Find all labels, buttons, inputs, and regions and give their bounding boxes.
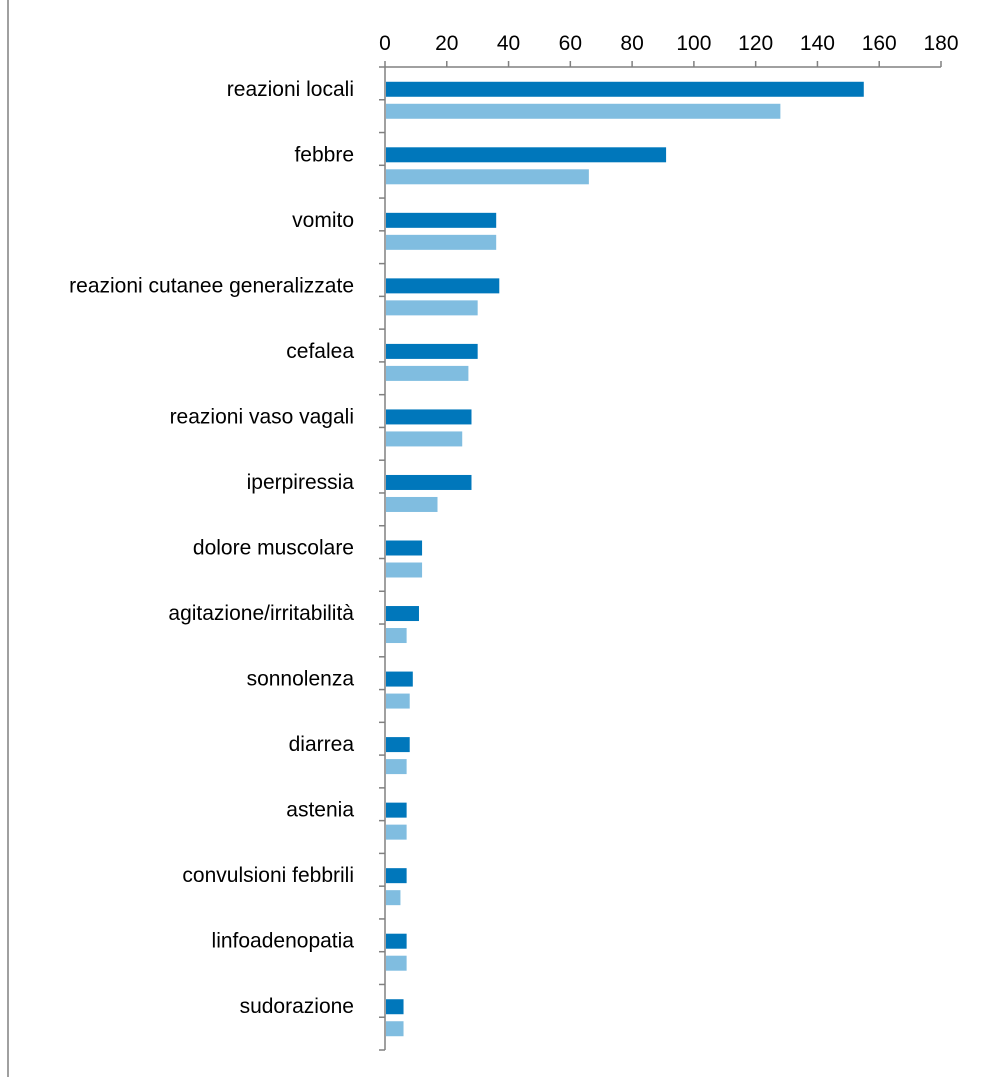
value-axis: 0 20 40 60 80 100 120 140 160 180 [379, 32, 959, 68]
bar-series-1 [386, 540, 423, 556]
bar-series-2 [386, 169, 589, 185]
bar-series-2 [386, 628, 407, 644]
category-label: linfoadenopatia [212, 930, 355, 953]
category-label: sonnolenza [247, 668, 355, 691]
category-label: sudorazione [240, 995, 354, 1018]
category-label: reazioni cutanee generalizzate [69, 274, 354, 297]
bar-series-2 [386, 955, 407, 971]
bar-series-1 [386, 606, 419, 622]
value-axis-tick-label: 0 [379, 32, 391, 55]
category-label: convulsioni febbrili [182, 864, 354, 887]
bar-series-2 [386, 431, 463, 447]
value-axis-tick-label: 180 [923, 32, 958, 55]
category-axis: reazioni locali febbre vomito reazioni cuta… [69, 66, 386, 1051]
category-label: reazioni locali [227, 78, 354, 101]
bar-series-1 [386, 212, 497, 228]
bar-series-1 [386, 868, 407, 884]
bar-series-1 [386, 933, 407, 949]
value-axis-tick-label: 80 [620, 32, 643, 55]
value-axis-tick-label: 40 [497, 32, 520, 55]
bar-series-1 [386, 278, 500, 294]
bar-series-2 [386, 300, 478, 316]
bar-series-1 [386, 474, 472, 490]
value-axis-tick-label: 140 [800, 32, 835, 55]
category-label: vomito [292, 209, 354, 232]
value-axis-tick-label: 120 [738, 32, 773, 55]
bars [386, 81, 864, 1037]
bar-series-2 [386, 496, 438, 512]
bar-series-2 [386, 234, 497, 250]
bar-series-1 [386, 409, 472, 425]
bar-series-1 [386, 671, 413, 687]
bar-series-2 [386, 1021, 404, 1037]
category-label: reazioni vaso vagali [170, 405, 354, 428]
bar-series-2 [386, 693, 410, 709]
bar-series-2 [386, 759, 407, 775]
category-label: iperpiressia [247, 471, 355, 494]
bar-series-2 [386, 103, 781, 119]
bar-series-2 [386, 824, 407, 840]
value-axis-tick-label: 20 [435, 32, 458, 55]
value-axis-tick-label: 60 [559, 32, 582, 55]
value-axis-tick-label: 100 [676, 32, 711, 55]
category-label: febbre [294, 143, 354, 166]
bar-series-1 [386, 147, 667, 163]
bar-series-2 [386, 890, 401, 906]
bar-series-1 [386, 81, 864, 97]
bar-series-1 [386, 737, 410, 753]
bar-series-1 [386, 802, 407, 818]
category-label: diarrea [289, 733, 355, 756]
bar-series-1 [386, 343, 478, 359]
bar-series-1 [386, 999, 404, 1015]
category-label: astenia [286, 799, 354, 822]
category-label: cefalea [286, 340, 354, 363]
bar-series-2 [386, 562, 423, 578]
category-label: dolore muscolare [193, 537, 354, 560]
category-label: agitazione/irritabilità [168, 602, 354, 625]
value-axis-tick-label: 160 [862, 32, 897, 55]
bar-series-2 [386, 365, 469, 381]
